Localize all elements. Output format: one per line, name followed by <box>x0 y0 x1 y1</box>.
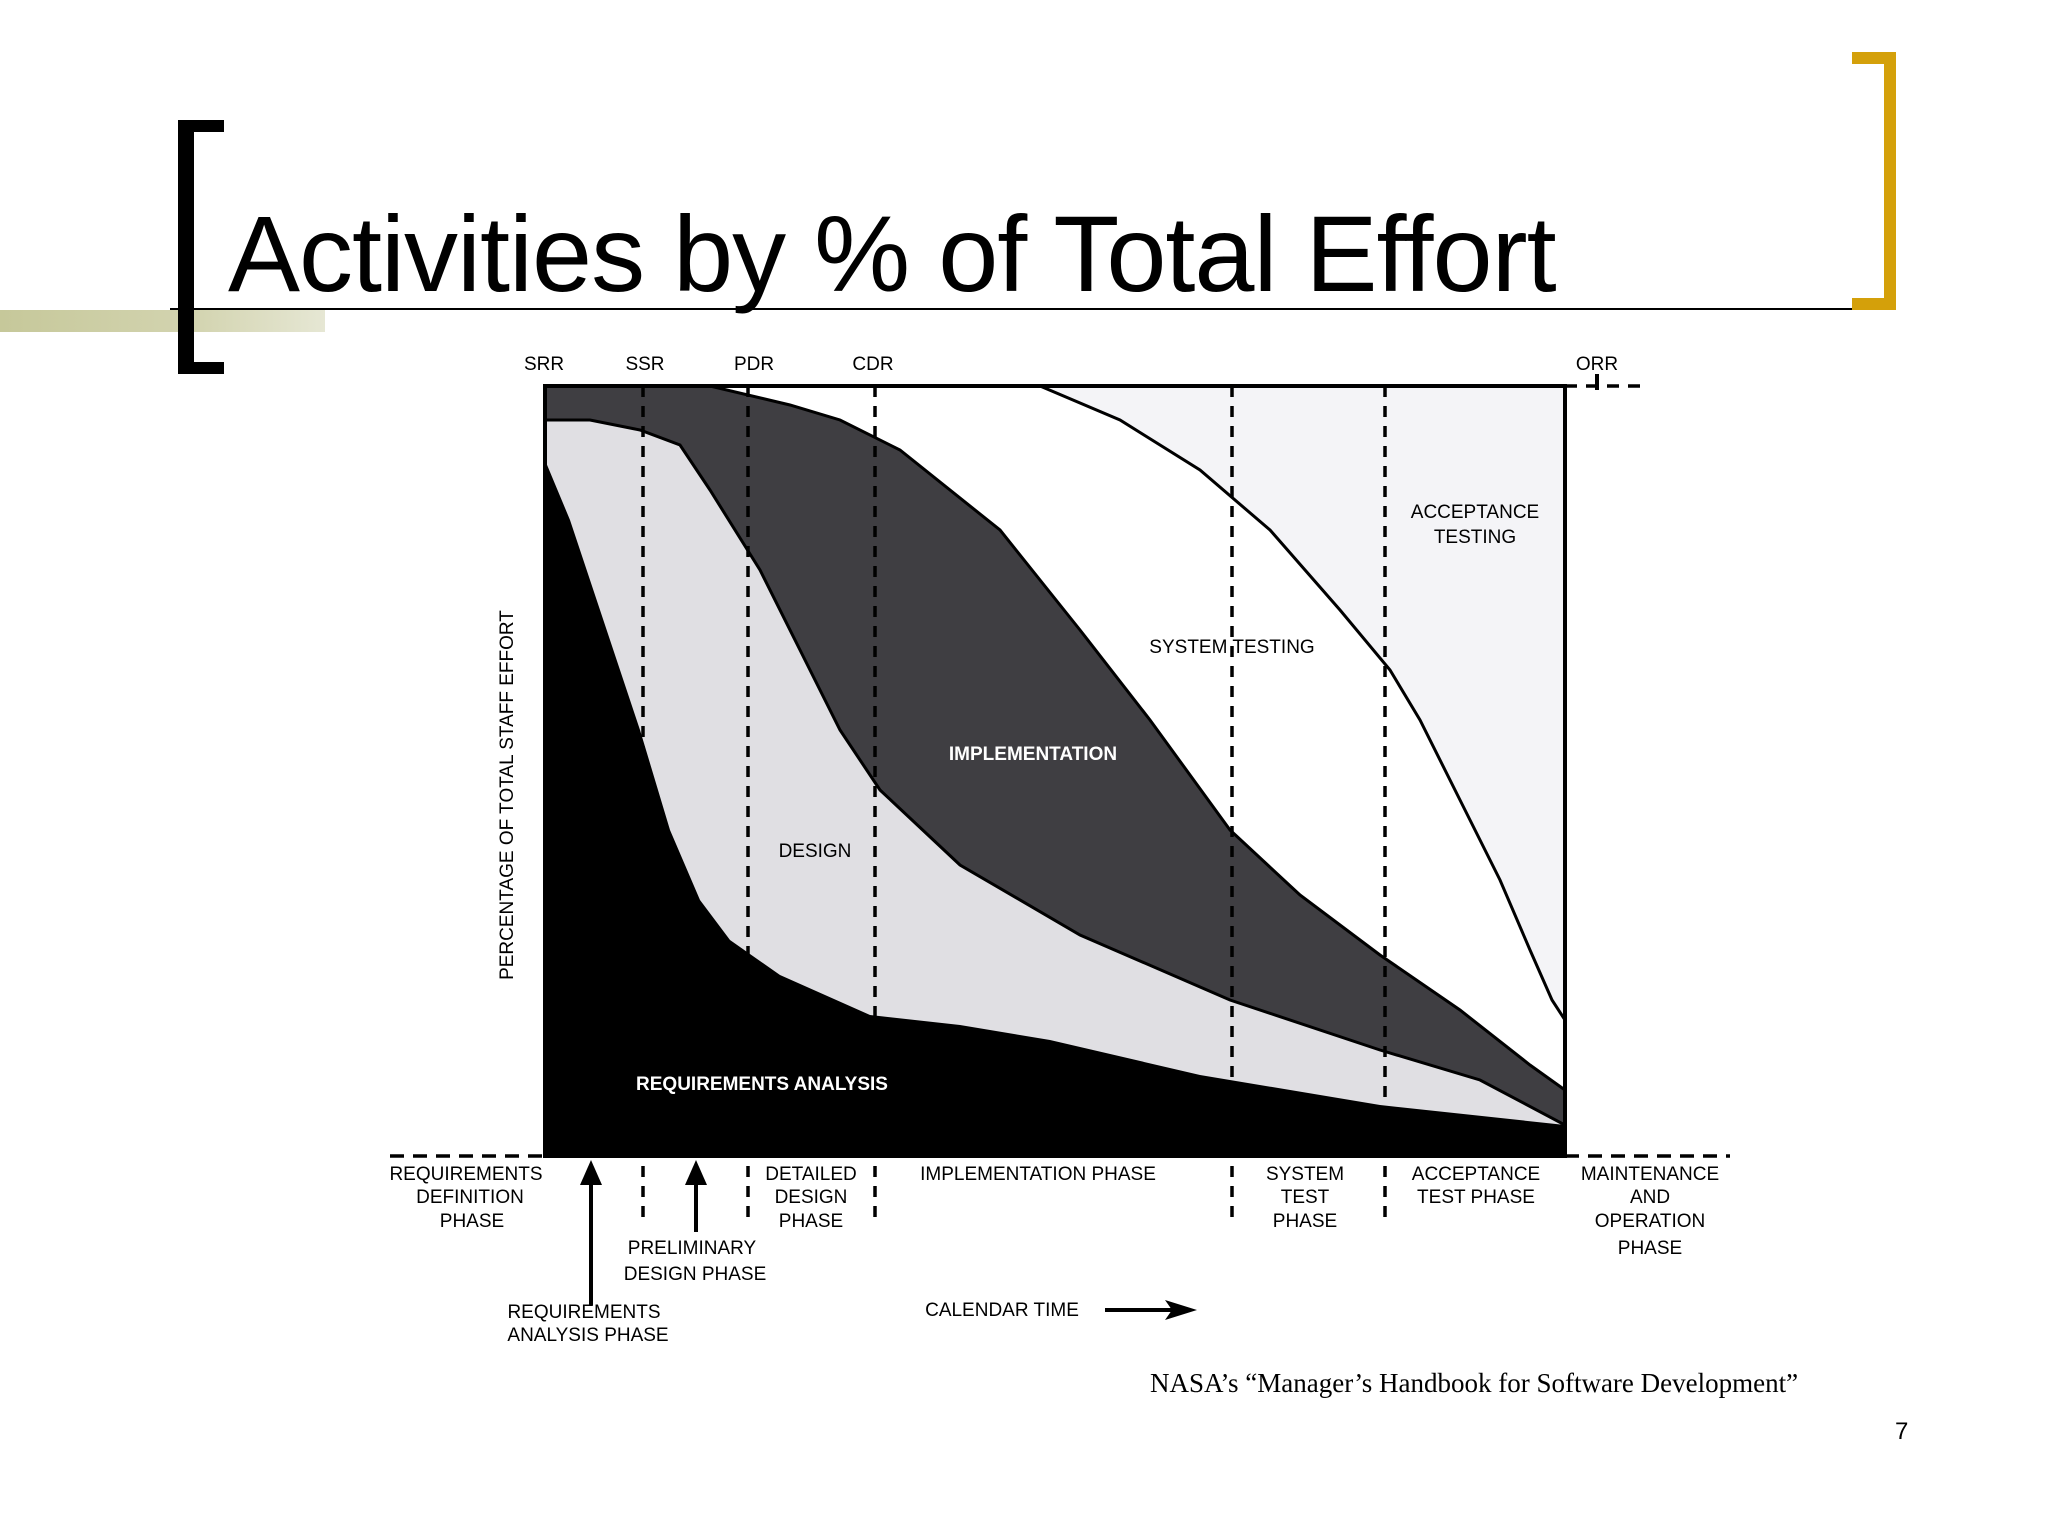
label-design: DESIGN <box>779 841 852 862</box>
phase-system-test-3: PHASE <box>1273 1211 1337 1232</box>
milestone-orr: ORR <box>1576 354 1618 375</box>
phase-maintenance-4: PHASE <box>1618 1238 1682 1259</box>
arrow-up-icon <box>685 1160 707 1185</box>
phase-req-def-2: DEFINITION <box>416 1187 524 1208</box>
slide-title: Activities by % of Total Effort <box>228 193 1557 314</box>
title-underline <box>170 308 1892 310</box>
region-requirements-analysis <box>545 460 1565 1156</box>
phase-maintenance-3: OPERATION <box>1595 1211 1706 1232</box>
phase-maintenance-1: MAINTENANCE <box>1581 1164 1719 1185</box>
label-acceptance-testing-2: TESTING <box>1434 527 1516 548</box>
label-requirements-analysis: REQUIREMENTS ANALYSIS <box>636 1074 888 1095</box>
phase-req-def-3: PHASE <box>440 1211 504 1232</box>
page-number: 7 <box>1895 1418 1909 1445</box>
phase-preliminary-design-1: PRELIMINARY <box>628 1238 757 1259</box>
label-acceptance-testing-1: ACCEPTANCE <box>1411 502 1539 523</box>
label-implementation: IMPLEMENTATION <box>949 744 1117 765</box>
y-axis-label: PERCENTAGE OF TOTAL STAFF EFFORT <box>497 610 518 980</box>
phase-maintenance-2: AND <box>1630 1187 1670 1208</box>
x-axis-label: CALENDAR TIME <box>925 1300 1079 1321</box>
right-bracket-decoration <box>1852 52 1896 310</box>
phase-preliminary-design-2: DESIGN PHASE <box>624 1264 767 1285</box>
phase-detailed-design-1: DETAILED <box>765 1164 857 1185</box>
phase-detailed-design-3: PHASE <box>779 1211 843 1232</box>
milestone-pdr: PDR <box>734 354 774 375</box>
milestone-srr: SRR <box>524 354 564 375</box>
milestone-cdr: CDR <box>852 354 893 375</box>
diagram-frame <box>543 384 1567 1158</box>
phase-req-def-1: REQUIREMENTS <box>389 1164 542 1185</box>
arrow-right-icon <box>1165 1300 1197 1320</box>
source-citation: NASA’s “Manager’s Handbook for Software … <box>1150 1368 1799 1398</box>
label-system-testing: SYSTEM TESTING <box>1149 637 1314 658</box>
phase-req-analysis-2: ANALYSIS PHASE <box>507 1325 668 1346</box>
phase-acceptance-test-2: TEST PHASE <box>1417 1187 1535 1208</box>
phase-req-analysis-1: REQUIREMENTS <box>507 1302 660 1323</box>
phase-system-test-2: TEST <box>1281 1187 1330 1208</box>
phase-acceptance-test-1: ACCEPTANCE <box>1412 1164 1540 1185</box>
left-bracket-decoration <box>178 120 224 374</box>
phase-system-test-1: SYSTEM <box>1266 1164 1344 1185</box>
phase-implementation: IMPLEMENTATION PHASE <box>920 1164 1156 1185</box>
arrow-up-icon <box>580 1160 602 1185</box>
milestone-ssr: SSR <box>625 354 664 375</box>
title-accent-stripe <box>0 310 325 332</box>
phase-detailed-design-2: DESIGN <box>775 1187 848 1208</box>
